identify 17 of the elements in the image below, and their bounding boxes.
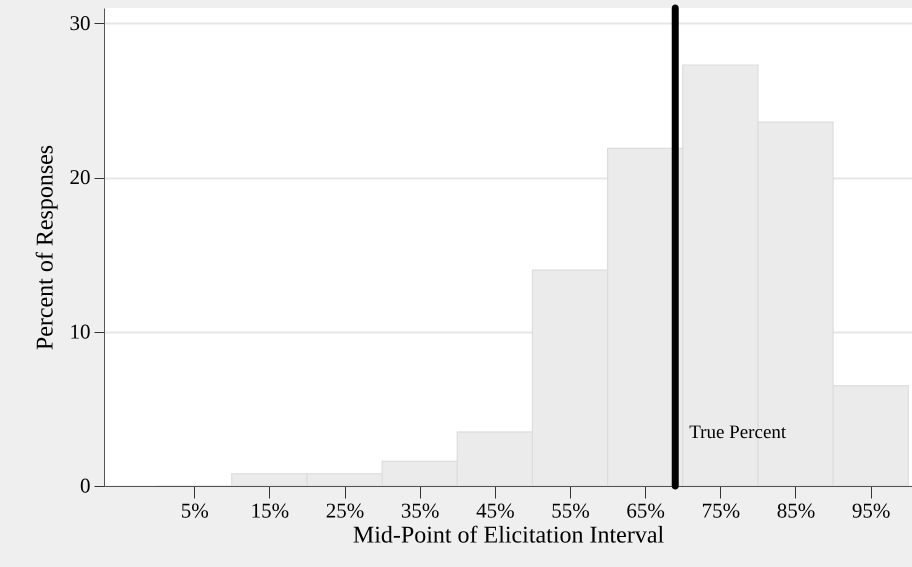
x-tick-label: 85% <box>776 498 816 522</box>
x-tick-label: 75% <box>702 498 740 522</box>
y-tick-label: 0 <box>80 474 90 498</box>
x-axis-title: Mid-Point of Elicitation Interval <box>352 522 664 548</box>
x-tick-label: 65% <box>626 498 665 522</box>
y-tick-label: 10 <box>70 319 90 344</box>
x-tick-label: 5% <box>180 498 209 522</box>
x-tick-label: 35% <box>400 498 440 522</box>
y-tick-label: 30 <box>70 10 90 35</box>
x-tick-label: 15% <box>250 498 290 522</box>
x-tick-label: 45% <box>476 498 515 522</box>
y-tick-label: 20 <box>70 165 90 190</box>
x-tick-label: 25% <box>326 498 364 522</box>
y-axis-title: Percent of Responses <box>32 144 58 350</box>
ref-line-label: True Percent <box>689 422 787 443</box>
x-tick-label: 95% <box>852 498 890 522</box>
x-tick-label: 55% <box>551 498 590 522</box>
